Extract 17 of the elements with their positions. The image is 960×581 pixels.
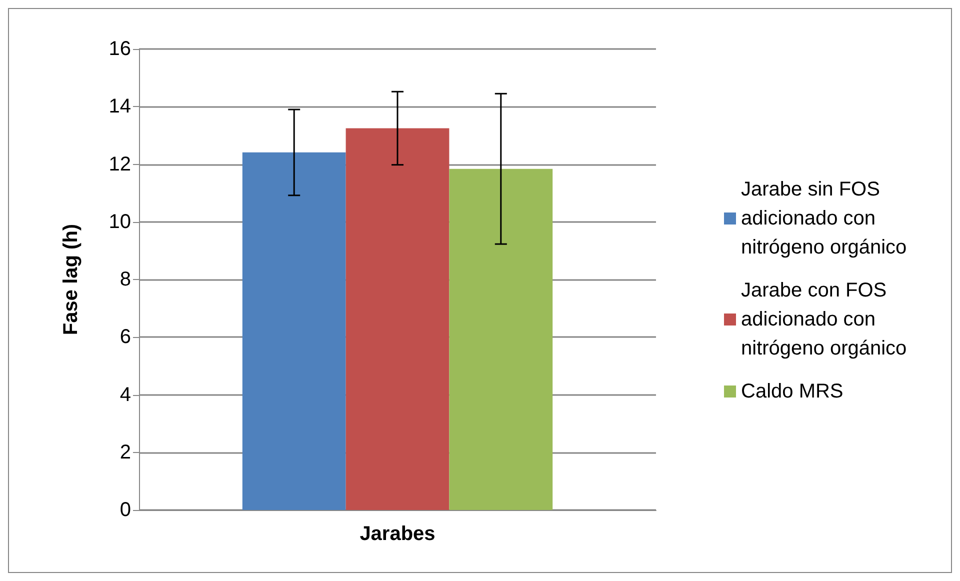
y-tick-label: 0 <box>120 499 131 521</box>
bar <box>346 128 450 510</box>
y-tick-label: 16 <box>108 38 131 60</box>
legend-label: Jarabe sin FOS adicionado con nitrógeno orgánico <box>741 178 907 258</box>
y-axis-title: Fase lag (h) <box>60 224 82 336</box>
y-tick-label: 4 <box>120 384 131 406</box>
y-tick-label: 14 <box>108 96 131 118</box>
legend-label: Caldo MRS <box>741 380 844 402</box>
bar <box>242 152 346 510</box>
x-tick-label: Jarabes <box>360 523 436 545</box>
bar <box>449 168 553 510</box>
y-tick-label: 6 <box>120 326 131 348</box>
y-tick-label: 12 <box>108 153 131 176</box>
y-tick-label: 8 <box>120 268 131 290</box>
y-tick-label: 10 <box>108 210 131 233</box>
legend-label: Jarabe con FOS adicionado con nitrógeno orgánico <box>741 280 907 360</box>
y-tick-label: 2 <box>120 441 131 464</box>
